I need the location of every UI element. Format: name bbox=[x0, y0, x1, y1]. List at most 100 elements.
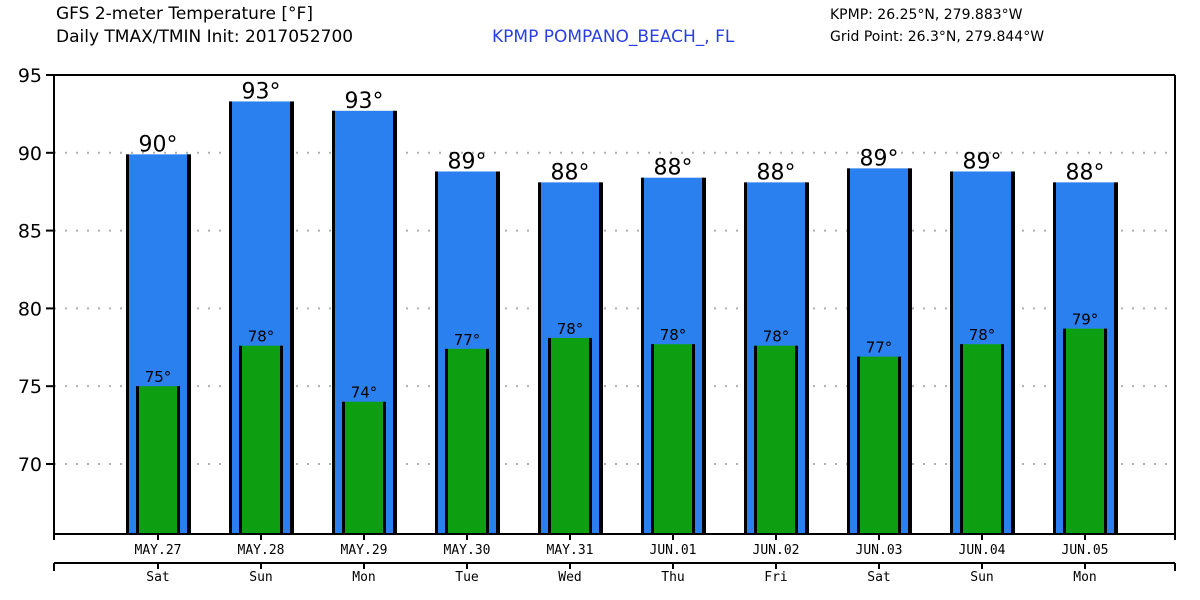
tmin-bar-edge-right bbox=[1001, 344, 1004, 534]
tmin-label: 77° bbox=[866, 339, 893, 357]
tmax-bar-edge-left bbox=[332, 110, 335, 534]
tmin-bar bbox=[446, 348, 488, 534]
chart-title: GFS 2-meter Temperature [°F] bbox=[56, 4, 313, 24]
tmax-label: 89° bbox=[963, 149, 1002, 174]
y-tick-label: 70 bbox=[18, 454, 42, 476]
y-tick-label: 85 bbox=[18, 221, 42, 243]
tmax-bar-edge-left bbox=[847, 168, 850, 534]
x-date-label: MAY.31 bbox=[547, 543, 594, 558]
tmin-label: 77° bbox=[454, 331, 481, 349]
tmax-bar-edge-right bbox=[187, 154, 191, 534]
y-tick-label: 80 bbox=[18, 298, 42, 320]
tmin-bar-edge-right bbox=[795, 345, 798, 534]
tmin-label: 78° bbox=[248, 328, 275, 346]
tmax-bar-edge-right bbox=[393, 110, 397, 534]
x-day-label: Sun bbox=[249, 570, 272, 585]
tmin-bar-edge-left bbox=[1063, 328, 1066, 534]
tmax-label: 88° bbox=[757, 160, 796, 185]
tmin-bar bbox=[755, 345, 797, 534]
tmax-bar-edge-right bbox=[805, 182, 809, 535]
x-day-label: Fri bbox=[764, 570, 787, 585]
tmax-label: 89° bbox=[860, 146, 899, 171]
tmax-label: 88° bbox=[551, 160, 590, 185]
tmin-bar bbox=[1064, 328, 1106, 534]
station-name: KPMP POMPANO_BEACH_, FL bbox=[492, 27, 735, 47]
tmin-bar-edge-right bbox=[1104, 328, 1107, 534]
tmin-bar bbox=[549, 337, 591, 534]
x-date-label: JUN.02 bbox=[753, 543, 800, 558]
y-tick-label: 75 bbox=[18, 376, 42, 398]
tmax-bar-edge-left bbox=[744, 182, 747, 535]
station-coordinates: KPMP: 26.25°N, 279.883°W bbox=[830, 7, 1023, 23]
tmax-label: 88° bbox=[1066, 160, 1105, 185]
x-date-label: JUN.05 bbox=[1062, 543, 1109, 558]
x-date-label: JUN.01 bbox=[650, 543, 697, 558]
tmin-bar-edge-right bbox=[898, 356, 901, 534]
tmin-bar bbox=[240, 345, 282, 534]
tmin-bar-edge-right bbox=[177, 386, 180, 534]
x-day-label: Thu bbox=[661, 570, 684, 585]
tmin-bar bbox=[858, 356, 900, 534]
tmin-bar-edge-left bbox=[960, 344, 963, 534]
tmax-bar-edge-left bbox=[641, 177, 644, 534]
tmax-bar-edge-right bbox=[908, 168, 912, 534]
tmax-bar-edge-right bbox=[702, 177, 706, 534]
tmin-bar-edge-left bbox=[239, 345, 242, 534]
tmax-label: 93° bbox=[242, 79, 281, 104]
tmin-bar-edge-left bbox=[754, 345, 757, 534]
tmax-bar-edge-right bbox=[290, 101, 294, 535]
tmax-bar-edge-left bbox=[538, 182, 541, 535]
tmin-bar-edge-left bbox=[548, 337, 551, 534]
tmin-bar bbox=[961, 344, 1003, 534]
x-date-label: MAY.28 bbox=[238, 543, 285, 558]
tmin-label: 74° bbox=[351, 384, 378, 402]
tmin-bar-edge-right bbox=[486, 348, 489, 534]
tmin-bar-edge-right bbox=[589, 337, 592, 534]
tmin-label: 78° bbox=[969, 326, 996, 344]
x-date-label: MAY.30 bbox=[444, 543, 491, 558]
tmin-bar-edge-right bbox=[383, 401, 386, 534]
tmax-bar-edge-right bbox=[1011, 171, 1015, 534]
tmax-bar-edge-right bbox=[496, 171, 500, 534]
tmin-bar bbox=[137, 386, 179, 534]
x-day-label: Sat bbox=[146, 570, 169, 585]
tmax-label: 93° bbox=[345, 89, 384, 114]
x-day-label: Sat bbox=[867, 570, 890, 585]
tmin-bar-edge-left bbox=[857, 356, 860, 534]
tmin-bar-edge-left bbox=[445, 348, 448, 534]
tmin-bar-edge-left bbox=[651, 344, 654, 534]
tmin-label: 78° bbox=[763, 328, 790, 346]
tmin-bar-edge-right bbox=[692, 344, 695, 534]
tmin-bar-edge-left bbox=[342, 401, 345, 534]
x-day-label: Sun bbox=[970, 570, 993, 585]
tmin-label: 75° bbox=[145, 368, 172, 386]
tmax-bar-edge-right bbox=[599, 182, 603, 535]
x-day-label: Mon bbox=[1073, 570, 1096, 585]
tmax-bar-edge-left bbox=[435, 171, 438, 534]
tmax-bar-edge-left bbox=[126, 154, 129, 534]
x-day-label: Mon bbox=[352, 570, 375, 585]
y-tick-label: 95 bbox=[18, 65, 42, 87]
tmax-bar-edge-left bbox=[229, 101, 232, 535]
x-date-label: JUN.03 bbox=[856, 543, 903, 558]
tmin-bar-edge-right bbox=[280, 345, 283, 534]
tmin-label: 78° bbox=[660, 326, 687, 344]
tmax-label: 90° bbox=[139, 132, 178, 157]
tmin-bar bbox=[343, 401, 385, 534]
x-date-label: MAY.29 bbox=[341, 543, 388, 558]
tmin-label: 79° bbox=[1072, 311, 1099, 329]
tmax-bar-edge-left bbox=[1053, 182, 1056, 535]
tmin-label: 78° bbox=[557, 320, 584, 338]
tmin-bar bbox=[652, 344, 694, 534]
tmin-bar-edge-left bbox=[136, 386, 139, 534]
x-date-label: JUN.04 bbox=[959, 543, 1006, 558]
grid-point-coordinates: Grid Point: 26.3°N, 279.844°W bbox=[830, 29, 1045, 45]
x-day-label: Tue bbox=[455, 570, 479, 585]
x-date-label: MAY.27 bbox=[135, 543, 182, 558]
tmax-label: 89° bbox=[448, 149, 487, 174]
tmax-bar-edge-right bbox=[1114, 182, 1118, 535]
tmax-label: 88° bbox=[654, 156, 693, 181]
chart-subtitle: Daily TMAX/TMIN Init: 2017052700 bbox=[56, 27, 354, 47]
tmax-bar-edge-left bbox=[950, 171, 953, 534]
